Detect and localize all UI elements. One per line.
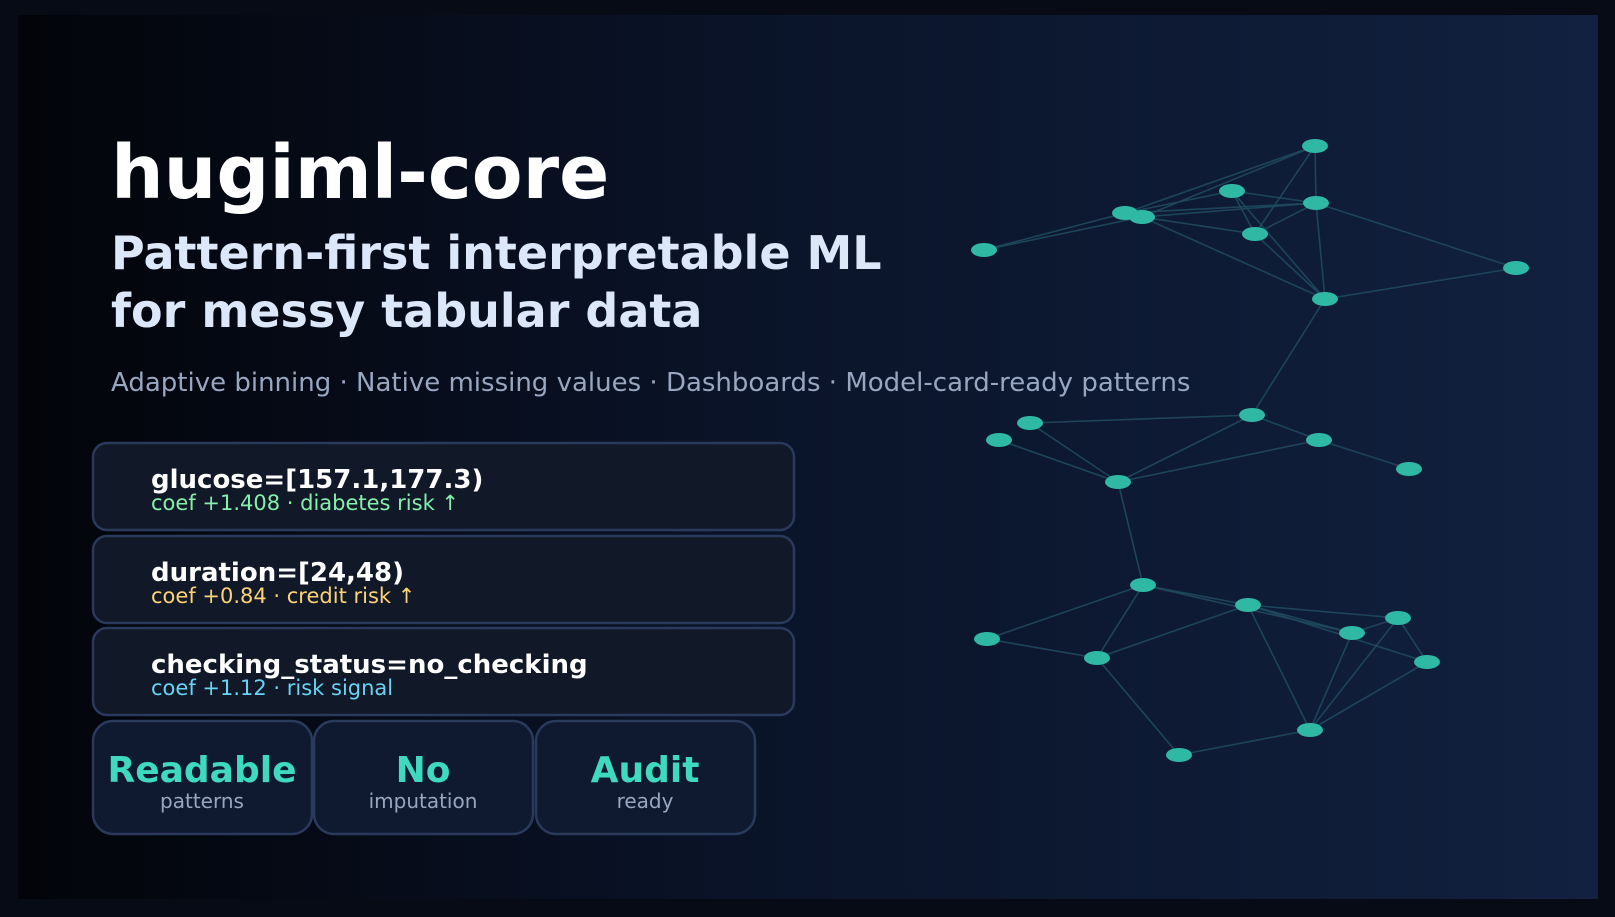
card-note: coef +0.84 · credit risk ↑ [151, 584, 415, 608]
card-box [91, 441, 796, 532]
badge-headline: No [396, 750, 451, 791]
card-box [91, 534, 796, 625]
badge-caption: ready [617, 789, 674, 813]
badge: Readable patterns [91, 719, 314, 836]
subtitle: Pattern-first interpretable ML [111, 226, 882, 280]
badge: Audit ready [534, 719, 757, 836]
card-pattern: checking_status=no_checking [151, 650, 588, 680]
badge: No imputation [312, 719, 535, 836]
tagline: Adaptive binning · Native missing values… [111, 368, 1190, 398]
badge-box [534, 719, 757, 836]
badge-box [312, 719, 535, 836]
card-pattern: glucose=[157.1,177.3) [151, 465, 483, 495]
card-note: coef +1.408 · diabetes risk ↑ [151, 491, 459, 515]
subtitle: for messy tabular data [111, 284, 702, 338]
pattern-card: duration=[24,48) coef +0.84 · credit ris… [91, 534, 796, 625]
title: hugiml-core [111, 130, 609, 216]
badge-caption: imputation [369, 789, 478, 813]
badge-headline: Audit [591, 750, 700, 791]
card-note: coef +1.12 · risk signal [151, 676, 393, 700]
badge-box [91, 719, 314, 836]
card-box [91, 626, 796, 717]
badge-headline: Readable [107, 750, 296, 791]
pattern-card: glucose=[157.1,177.3) coef +1.408 · diab… [91, 441, 796, 532]
network-graphic [971, 139, 1529, 762]
badge-caption: patterns [160, 789, 244, 813]
card-pattern: duration=[24,48) [151, 558, 404, 588]
pattern-card: checking_status=no_checking coef +1.12 ·… [91, 626, 796, 717]
